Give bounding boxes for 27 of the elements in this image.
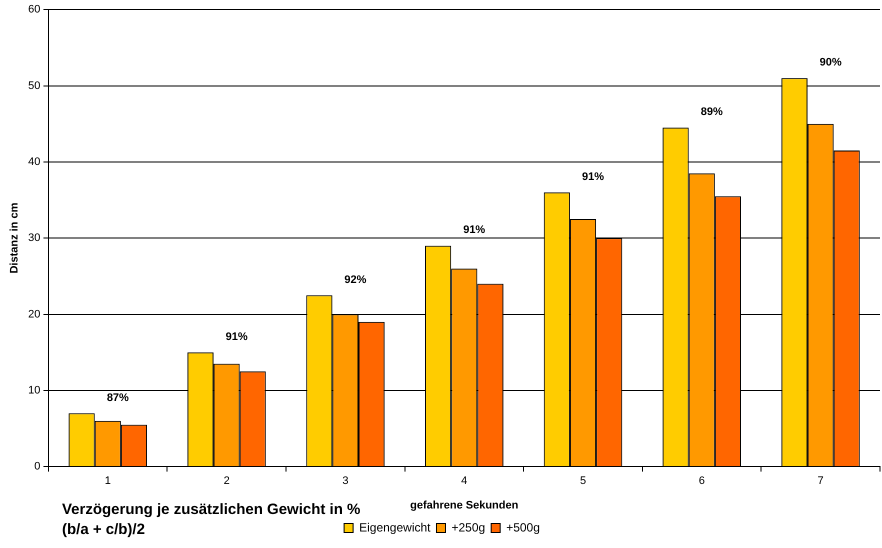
y-tick-label: 50: [28, 80, 40, 92]
annotation: 89%: [700, 106, 724, 118]
x-tick-label: 4: [461, 475, 468, 488]
y-axis-title: Distanz in cm: [8, 202, 21, 274]
x-tick-label: 7: [818, 475, 824, 488]
x-tick-label: 2: [224, 475, 230, 488]
annotation: 91%: [582, 170, 604, 183]
y-tick-label: 30: [28, 232, 40, 244]
annotation: 92%: [344, 274, 367, 286]
y-tick-label: 20: [28, 308, 40, 320]
text: Verzögerung je zusätzlichen Gewicht in % (b/a + c/b)/2: [62, 500, 360, 540]
x-tick-label: 3: [342, 475, 348, 488]
y-tick-label: 60: [28, 4, 40, 16]
x-tick-label: 6: [698, 475, 705, 488]
legend-label: Eigengewicht: [359, 520, 432, 534]
x-tick-label: 5: [580, 475, 586, 488]
annotation: 91%: [463, 224, 486, 236]
y-tick-label: 40: [28, 156, 40, 168]
y-tick-label: 0: [34, 460, 40, 473]
annotation: 90%: [820, 56, 842, 69]
x-axis-title: gefahrene Sekunden: [410, 499, 519, 512]
x-tick-label: 1: [104, 475, 111, 488]
annotation: 91%: [226, 330, 248, 343]
legend-label: +250g: [451, 520, 486, 534]
legend-label: +500g: [506, 520, 540, 534]
y-tick-label: 10: [28, 384, 40, 396]
annotation: 87%: [106, 392, 130, 404]
